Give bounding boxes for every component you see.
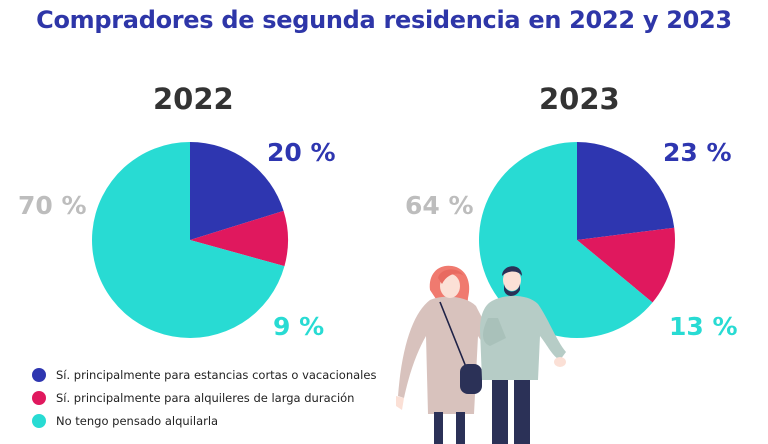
chart-title-2023: 2023 [539,82,620,116]
data-label-2023-no-rental: 64 % [405,191,474,220]
legend-item-long-rental: Sí. principalmente para alquileres de la… [32,387,376,409]
legend-swatch-short-stay [32,368,46,382]
data-label-2023-short-stay: 23 % [663,138,732,167]
pie-slice-2023-no-rental [479,142,653,338]
legend-item-no-rental: No tengo pensado alquilarla [32,410,376,432]
couple-walking-illustration [396,265,566,444]
legend-label-no-rental: No tengo pensado alquilarla [56,414,219,428]
pie-slice-2022-short-stay [190,142,284,240]
pie-slice-2022-no-rental [92,142,285,339]
data-label-2022-short-stay: 20 % [267,138,336,167]
legend: Sí. principalmente para estancias cortas… [32,364,376,433]
data-label-2022-no-rental: 70 % [18,191,87,220]
data-label-2023-long-rental: 13 % [669,312,738,341]
pie-chart-2023 [479,142,676,338]
data-label-2022-long-rental: 9 % [273,312,325,341]
chart-title-2022: 2022 [153,82,234,116]
legend-swatch-long-rental [32,391,46,405]
legend-item-short-stay: Sí. principalmente para estancias cortas… [32,364,376,386]
pie-slice-2023-long-rental [577,227,676,303]
pie-chart-2022 [92,142,289,339]
legend-swatch-no-rental [32,414,46,428]
pie-slice-2023-short-stay [577,142,675,240]
pie-slice-2022-long-rental [190,210,289,267]
legend-label-long-rental: Sí. principalmente para alquileres de la… [56,391,355,405]
legend-label-short-stay: Sí. principalmente para estancias cortas… [56,368,377,382]
page-title: Compradores de segunda residencia en 202… [36,6,732,34]
